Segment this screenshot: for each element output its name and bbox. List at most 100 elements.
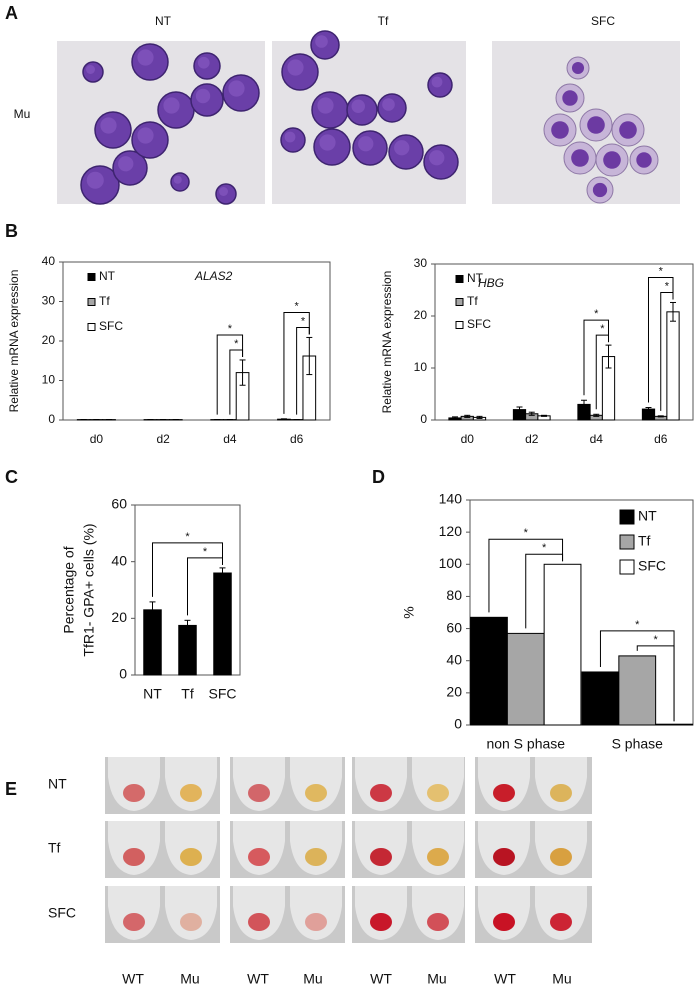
x-tick-label: d0 (461, 432, 475, 446)
cell-highlight (195, 88, 211, 104)
y-axis-label: % (401, 606, 417, 618)
y-tick-label: 30 (414, 256, 428, 270)
pellet (123, 913, 145, 931)
significance-bracket (216, 334, 244, 415)
row-label: NT (48, 776, 67, 792)
y-tick-label: 0 (119, 666, 127, 682)
x-tick-label: non S phase (486, 736, 565, 752)
bar (618, 655, 657, 726)
significance-label: * (542, 542, 547, 554)
legend-swatch (619, 534, 635, 550)
row-label: Mu (14, 107, 31, 121)
cell-highlight (394, 140, 410, 156)
pellet (123, 784, 145, 802)
row-label: Tf (48, 840, 61, 856)
legend-label: Tf (638, 533, 651, 549)
pellet (305, 913, 327, 931)
significance-label: * (524, 527, 529, 539)
pellet (427, 913, 449, 931)
y-tick-label: 40 (111, 552, 127, 568)
x-tick-label: d2 (525, 432, 539, 446)
legend-label: SFC (99, 319, 123, 333)
y-tick-label: 0 (48, 412, 55, 426)
y-tick-label: 20 (111, 609, 127, 625)
gene-label: ALAS2 (194, 269, 233, 283)
legend-swatch (619, 559, 635, 575)
pellet (427, 784, 449, 802)
significance-label: * (600, 323, 605, 335)
column-label: WT (122, 971, 144, 987)
pellet (550, 848, 572, 866)
pellet (180, 784, 202, 802)
y-tick-label: 20 (446, 684, 462, 700)
legend-label: NT (467, 271, 484, 285)
column-label: NT (155, 14, 172, 28)
pellet (123, 848, 145, 866)
y-axis-label: Percentage of (61, 546, 77, 633)
bar (655, 723, 693, 726)
y-tick-label: 80 (446, 587, 462, 603)
significance-label: * (228, 323, 233, 335)
cell-highlight (118, 156, 134, 172)
cell-highlight (163, 97, 180, 114)
pellet (370, 848, 392, 866)
significance-bracket (647, 276, 674, 403)
cell-highlight (137, 49, 154, 66)
bar (543, 563, 582, 726)
gene-label: HBG (478, 276, 504, 290)
y-tick-label: 60 (111, 496, 127, 512)
significance-label: * (665, 280, 670, 292)
cell-highlight (197, 56, 210, 69)
significance-label: * (635, 619, 640, 631)
nucleus (592, 182, 608, 198)
nucleus (636, 152, 652, 168)
significance-label: * (234, 338, 239, 350)
cell-highlight (431, 76, 443, 88)
y-tick-label: 100 (439, 555, 463, 571)
y-tick-label: 20 (42, 333, 56, 347)
y-tick-label: 30 (42, 294, 56, 308)
pellet (370, 784, 392, 802)
significance-label: * (659, 265, 664, 277)
cell-highlight (317, 97, 334, 114)
y-tick-label: 20 (414, 308, 428, 322)
pellet (427, 848, 449, 866)
pellet (248, 784, 270, 802)
pellet (493, 913, 515, 931)
panel-letter: A (5, 3, 18, 23)
x-tick-label: S phase (612, 736, 664, 752)
legend-swatch (87, 323, 96, 331)
panel-letter: B (5, 221, 18, 241)
nucleus (571, 149, 589, 167)
pellet (550, 913, 572, 931)
bar (666, 311, 680, 421)
nucleus (562, 90, 578, 106)
legend-label: Tf (467, 294, 478, 308)
pellet (305, 784, 327, 802)
significance-bracket (488, 538, 564, 613)
legend-swatch (87, 298, 96, 306)
panel-letter: D (372, 467, 385, 487)
bar (213, 572, 232, 676)
significance-label: * (301, 315, 306, 327)
significance-bracket (599, 630, 675, 722)
cell-highlight (137, 127, 154, 144)
nucleus (587, 116, 605, 134)
cell-highlight (287, 59, 304, 76)
legend-label: NT (99, 269, 116, 283)
legend-swatch (455, 298, 464, 306)
legend-swatch (619, 509, 635, 525)
y-axis-label: Relative mRNA expression (380, 271, 394, 414)
cell-highlight (358, 136, 374, 152)
significance-label: * (594, 308, 599, 320)
column-label: Mu (427, 971, 446, 987)
column-label: Mu (552, 971, 571, 987)
x-tick-label: d6 (654, 432, 668, 446)
x-tick-label: d2 (156, 432, 170, 446)
y-axis-label: Relative mRNA expression (7, 270, 21, 413)
x-tick-label: d4 (223, 432, 237, 446)
x-tick-label: SFC (209, 686, 237, 702)
pellet (370, 913, 392, 931)
legend-swatch (455, 275, 464, 283)
x-tick-label: d0 (90, 432, 104, 446)
